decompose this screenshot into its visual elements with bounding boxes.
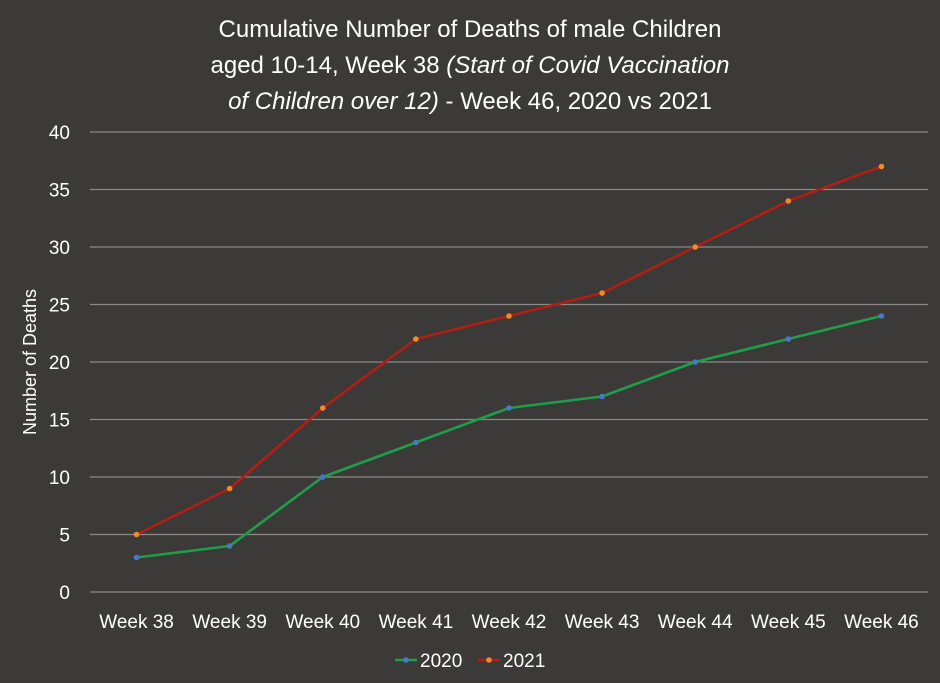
series-layer <box>133 163 885 561</box>
data-point <box>599 393 605 400</box>
data-point <box>506 313 512 319</box>
data-point <box>692 359 699 365</box>
data-point <box>413 336 419 342</box>
chart-title-line-3-italic: of Children over 12) <box>228 88 439 115</box>
data-point <box>878 163 885 170</box>
y-tick-label: 20 <box>49 353 70 374</box>
y-tick-label: 15 <box>49 411 70 432</box>
series-2020 <box>133 313 885 561</box>
legend-label: 2021 <box>503 651 545 672</box>
data-point <box>878 313 885 319</box>
series-2021 <box>133 163 885 538</box>
x-tick-label: Week 44 <box>658 612 733 633</box>
x-tick-label: Week 38 <box>99 612 174 633</box>
data-point <box>319 474 326 480</box>
x-tick-label: Week 39 <box>192 612 267 633</box>
y-tick-label: 40 <box>49 123 70 144</box>
legend-item-2021: 2021 <box>478 651 545 672</box>
gridlines <box>90 131 928 593</box>
x-axis-ticks: Week 38 Week 39 Week 40 Week 41 Week 42 Week … <box>99 612 919 633</box>
x-tick-label: Week 42 <box>472 612 547 633</box>
chart-title-line-3-normal: - Week 46, 2020 vs 2021 <box>438 88 712 115</box>
y-tick-label: 0 <box>59 583 70 604</box>
series-line-2021 <box>135 165 883 536</box>
x-tick-label: Week 45 <box>751 612 826 633</box>
y-tick-label: 25 <box>49 296 70 317</box>
legend-item-2020: 2020 <box>395 651 462 672</box>
x-tick-label: Week 43 <box>565 612 640 633</box>
x-tick-label: Week 46 <box>844 612 919 633</box>
x-tick-label: Week 40 <box>285 612 360 633</box>
chart-title-line-3: of Children over 12) - Week 46, 2020 vs … <box>0 84 940 120</box>
data-point <box>133 531 140 538</box>
y-tick-label: 30 <box>49 238 70 259</box>
y-tick-label: 10 <box>49 468 70 489</box>
data-point <box>226 485 233 492</box>
chart-title-line-2-normal: aged 10-14, Week 38 <box>210 52 447 79</box>
data-point <box>785 336 792 342</box>
y-axis-title: Number of Deaths <box>20 289 40 435</box>
y-tick-label: 35 <box>49 181 70 202</box>
legend-marker-swatch <box>486 657 492 663</box>
data-point <box>413 439 419 446</box>
x-tick-label: Week 41 <box>379 612 454 633</box>
data-point <box>226 543 233 549</box>
data-point <box>599 290 605 296</box>
data-point <box>785 198 792 204</box>
data-point <box>319 405 326 411</box>
data-point <box>133 554 140 561</box>
chart-title-line-2: aged 10-14, Week 38 (Start of Covid Vacc… <box>0 48 940 84</box>
chart-title-line-2-italic: (Start of Covid Vaccination <box>446 52 730 79</box>
y-tick-label: 5 <box>59 526 70 547</box>
legend-label: 2020 <box>420 651 462 672</box>
legend-marker-swatch <box>403 657 409 663</box>
y-axis-ticks: 0 5 10 15 20 25 30 35 40 <box>49 123 70 604</box>
series-line-2020 <box>135 314 883 559</box>
legend: 2020 2021 <box>395 651 545 672</box>
chart-title: Cumulative Number of Deaths of male Chil… <box>0 12 940 120</box>
data-point <box>692 244 699 250</box>
chart-title-line-1: Cumulative Number of Deaths of male Chil… <box>218 16 722 43</box>
data-point <box>506 405 512 411</box>
